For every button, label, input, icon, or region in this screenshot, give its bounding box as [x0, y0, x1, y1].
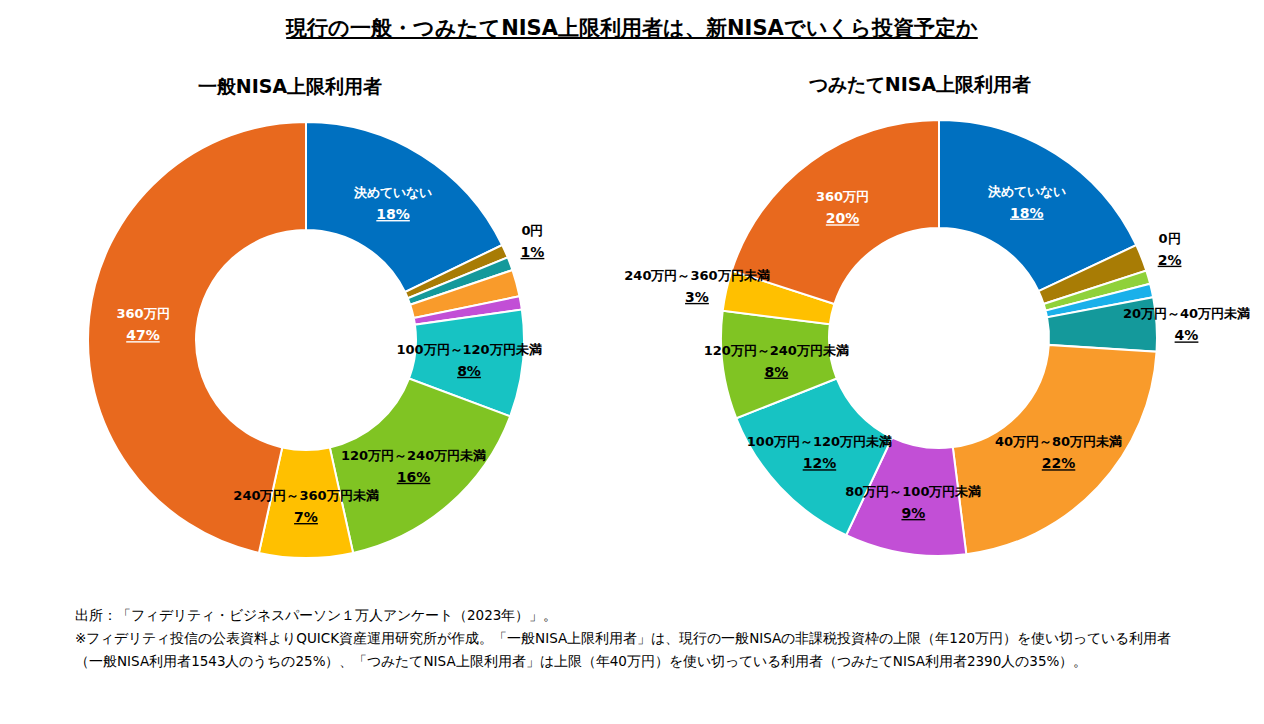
svg-text:18%: 18%: [1010, 205, 1044, 221]
html-text:現行の一般・つみたてNISA上限利用者は、新NISAでいくら: 現行の一般・つみたてNISA上限利用者は、新NISAでいくら投資予定か: [286, 16, 978, 40]
svg-text:40万円～80万円未満: 40万円～80万円未満: [995, 434, 1122, 449]
html-text:※フィデリティ投信の公表資料よりQUICK資産運用研究所が作: ※フィデリティ投信の公表資料よりQUICK資産運用研究所が作成。「一般NISA上…: [75, 630, 1172, 669]
svg-text:80万円～100万円未満: 80万円～100万円未満: [845, 484, 981, 499]
svg-text:20%: 20%: [826, 210, 860, 226]
svg-text:1%: 1%: [521, 244, 545, 260]
html-text:つみたてNISA上限利用者: つみたてNISA上限利用者: [808, 73, 1032, 95]
html-text:出所：「フィデリティ・ビジネスパーソン１万人アンケート（20: 出所：「フィデリティ・ビジネスパーソン１万人アンケート（2023年）」。: [75, 607, 558, 623]
html-text:一般NISA上限利用者: 一般NISA上限利用者: [197, 75, 383, 97]
svg-text:2%: 2%: [1158, 252, 1182, 268]
svg-text:決めていない: 決めていない: [353, 185, 432, 200]
svg-text:100万円～120万円未満: 100万円～120万円未満: [396, 342, 541, 357]
svg-text:360万円: 360万円: [816, 189, 869, 204]
svg-text:120万円～240万円未満: 120万円～240万円未満: [341, 448, 486, 463]
svg-text:7%: 7%: [294, 509, 318, 525]
svg-text:4%: 4%: [1175, 327, 1199, 343]
svg-text:20万円～40万円未満: 20万円～40万円未満: [1123, 306, 1250, 321]
svg-text:3%: 3%: [685, 289, 709, 305]
svg-text:47%: 47%: [126, 327, 160, 343]
svg-text:9%: 9%: [901, 505, 925, 521]
svg-text:0円: 0円: [521, 223, 543, 238]
svg-text:360万円: 360万円: [116, 306, 169, 321]
svg-text:16%: 16%: [397, 469, 431, 485]
svg-text:240万円～360万円未満: 240万円～360万円未満: [624, 268, 769, 283]
svg-text:22%: 22%: [1042, 455, 1076, 471]
svg-text:12%: 12%: [803, 455, 837, 471]
svg-text:240万円～360万円未満: 240万円～360万円未満: [233, 488, 378, 503]
svg-text:8%: 8%: [457, 363, 481, 379]
svg-text:決めていない: 決めていない: [987, 184, 1066, 199]
svg-text:8%: 8%: [764, 364, 788, 380]
svg-text:18%: 18%: [376, 206, 410, 222]
svg-text:0円: 0円: [1159, 231, 1181, 246]
svg-text:120万円～240万円未満: 120万円～240万円未満: [704, 343, 849, 358]
svg-text:100万円～120万円未満: 100万円～120万円未満: [747, 434, 892, 449]
